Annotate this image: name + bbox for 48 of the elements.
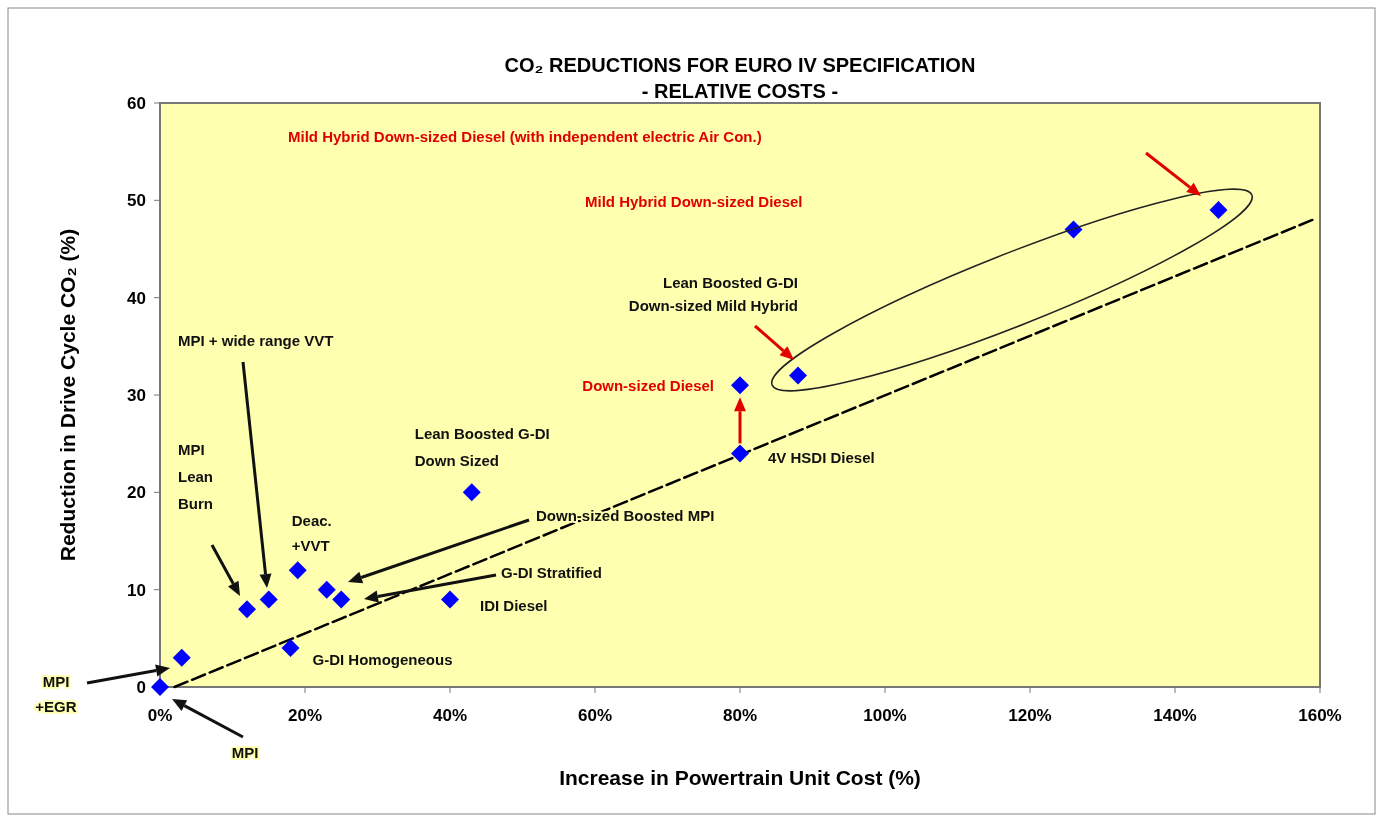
x-tick-label: 60% bbox=[577, 706, 613, 725]
chart-title: CO₂ REDUCTIONS FOR EURO IV SPECIFICATION bbox=[504, 54, 976, 76]
x-tick-label: 40% bbox=[432, 706, 468, 725]
x-tick-label: 0% bbox=[147, 706, 173, 725]
x-tick-label: 160% bbox=[1298, 706, 1342, 725]
x-tick-label: 120% bbox=[1008, 706, 1052, 725]
y-axis-title: Reduction in Drive Cycle CO₂ (%) bbox=[56, 228, 79, 562]
y-tick-label: 30 bbox=[127, 385, 146, 405]
annotation: Mild Hybrid Down-sized Diesel (with independent electric Air Con.) bbox=[288, 128, 762, 146]
x-tick-label: 100% bbox=[863, 706, 907, 725]
text: MPI +EGR bbox=[35, 673, 77, 716]
annotation: Mild Hybrid Down-sized Diesel bbox=[585, 193, 803, 211]
annotation: 4V HSDI Diesel bbox=[768, 448, 875, 466]
text: MPI bbox=[231, 744, 259, 762]
annotation: G-DI Homogeneous bbox=[312, 651, 453, 669]
x-tick-label: 20% bbox=[287, 706, 323, 725]
point bbox=[332, 590, 351, 609]
point bbox=[317, 580, 336, 599]
y-tick-label: 40 bbox=[127, 288, 146, 308]
x-axis-title: Increase in Powertrain Unit Cost (%) bbox=[559, 766, 921, 789]
y-tick-label: 60 bbox=[127, 93, 146, 113]
point bbox=[462, 483, 481, 502]
annotation: IDI Diesel bbox=[480, 596, 548, 614]
annotation: Lean Boosted G-DI Down Sized bbox=[414, 424, 550, 469]
point bbox=[151, 678, 169, 696]
x-tick-label: 140% bbox=[1153, 706, 1197, 725]
point bbox=[441, 590, 459, 609]
point bbox=[731, 376, 749, 395]
y-tick-label: 20 bbox=[127, 483, 146, 503]
y-tick-label: 10 bbox=[127, 580, 146, 600]
x-tick-label: 80% bbox=[722, 706, 758, 725]
y-tick-label: 0 bbox=[136, 677, 146, 697]
annotation: G-DI Stratified bbox=[501, 564, 602, 582]
annotation: Down-sized Diesel bbox=[582, 376, 714, 394]
point bbox=[288, 561, 307, 580]
annotation: MPI Lean Burn bbox=[178, 441, 214, 513]
point bbox=[172, 648, 191, 667]
point bbox=[238, 600, 256, 619]
point bbox=[731, 444, 749, 463]
annotation: Deac. +VVT bbox=[291, 512, 332, 555]
y-tick-label: 50 bbox=[127, 191, 146, 211]
point bbox=[789, 366, 807, 385]
chart-subtitle: - RELATIVE COSTS - bbox=[641, 80, 839, 102]
point bbox=[1209, 201, 1228, 220]
annotation: Lean Boosted G-DI Down-sized Mild Hybrid bbox=[628, 274, 798, 315]
point bbox=[281, 639, 300, 658]
annotation: MPI + wide range VVT bbox=[178, 332, 334, 350]
point bbox=[259, 590, 278, 609]
